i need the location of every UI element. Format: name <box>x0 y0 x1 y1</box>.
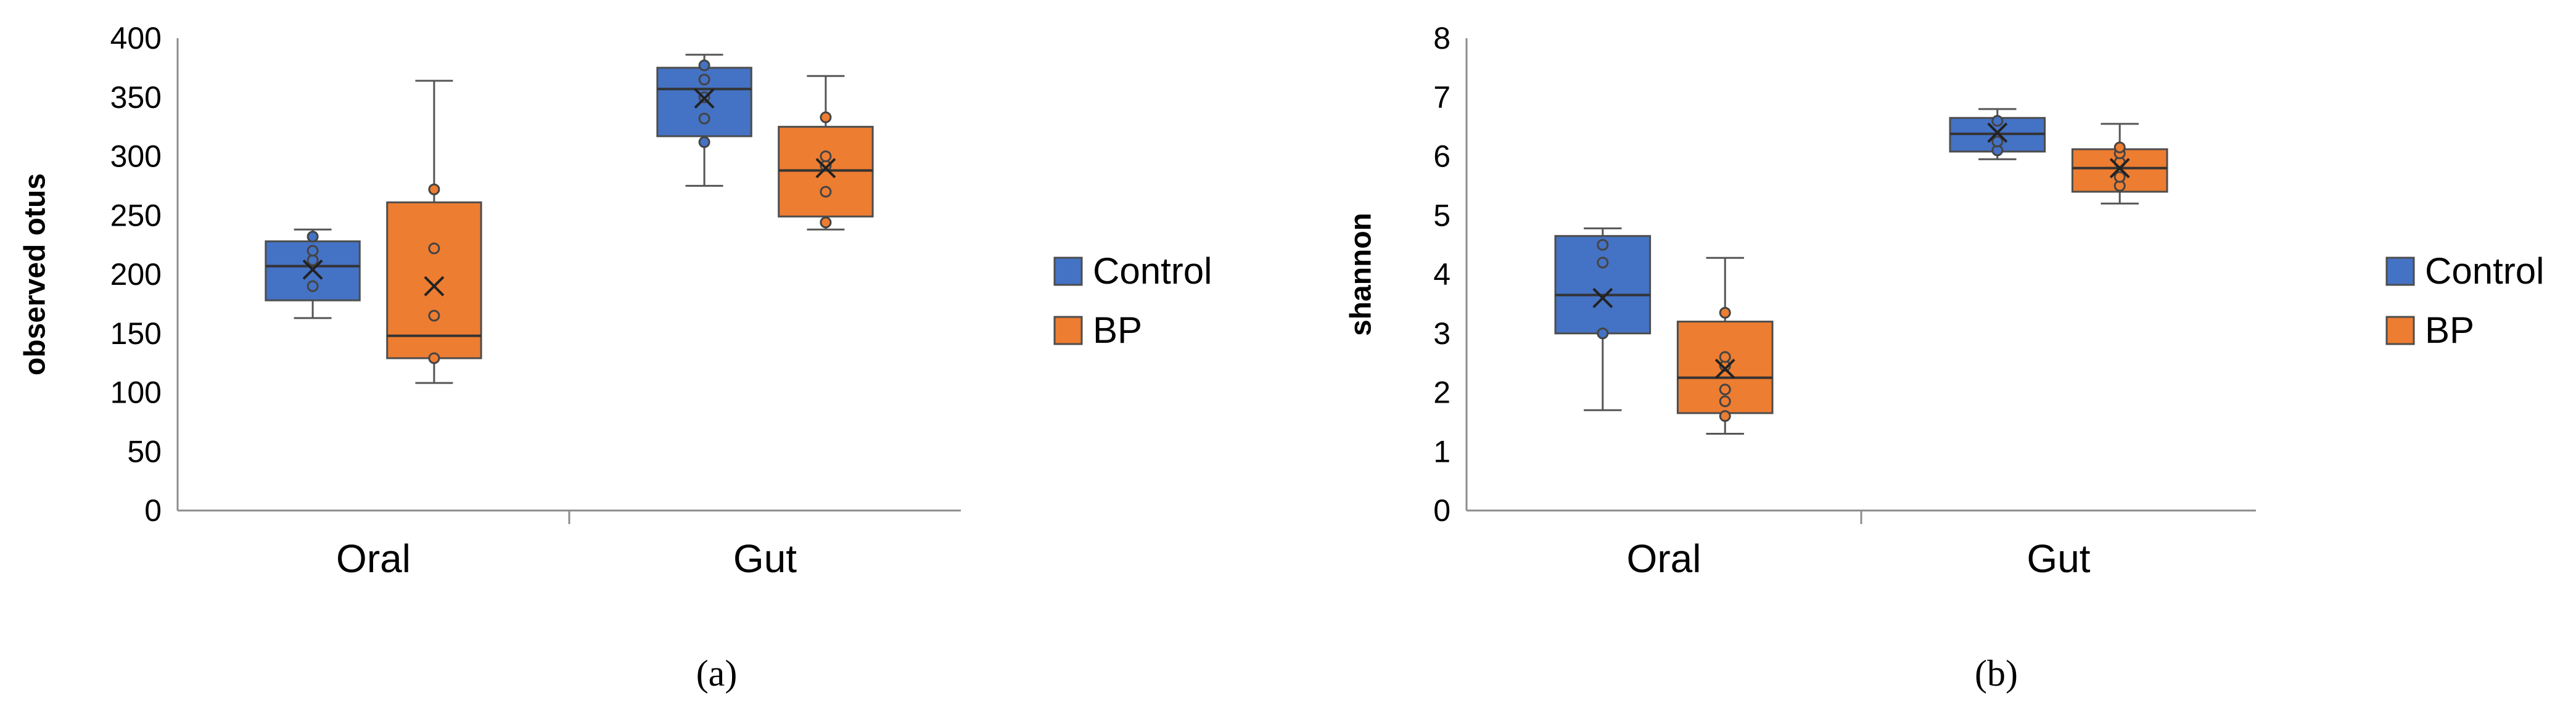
data-point <box>820 150 832 162</box>
y-tick-label: 50 <box>127 434 162 469</box>
chart-b-category-labels: Oral Gut <box>1627 536 2091 581</box>
box-bp-gut <box>778 75 874 231</box>
y-tick-label: 4 <box>1433 257 1451 292</box>
chart-a-category-labels: Oral Gut <box>336 536 797 581</box>
legend-label-control: Control <box>1093 250 1212 292</box>
box-bp-gut <box>2071 123 2168 205</box>
legend-label-bp: BP <box>1093 310 1142 351</box>
chart-b-boxes <box>1554 108 2168 435</box>
data-point <box>698 136 710 149</box>
y-tick-label: 5 <box>1433 198 1451 232</box>
y-tick-label: 8 <box>1433 21 1451 55</box>
y-tick-label: 400 <box>110 21 162 55</box>
chart-b-caption: (b) <box>1975 653 2018 694</box>
x-category-label: Gut <box>733 536 797 581</box>
data-point <box>1597 327 1609 340</box>
data-point <box>1597 256 1609 269</box>
mean-marker <box>1987 122 2008 143</box>
y-tick-label: 350 <box>110 80 162 115</box>
chart-b-y-axis-label: shannon <box>1345 213 1378 336</box>
legend-label-bp: BP <box>2425 310 2474 351</box>
y-tick-label: 100 <box>110 375 162 410</box>
data-point <box>1719 306 1731 319</box>
data-point <box>820 216 832 229</box>
data-point <box>698 73 710 86</box>
mean-marker <box>1714 358 1735 379</box>
data-point <box>1719 395 1731 408</box>
chart-a-legend: Control BP <box>1053 250 1212 351</box>
legend-swatch-control <box>2385 256 2415 286</box>
mean-marker <box>694 88 715 109</box>
data-point <box>820 111 832 123</box>
data-point <box>307 231 319 243</box>
data-point <box>1597 239 1609 251</box>
iqr-box <box>1554 235 1652 335</box>
y-tick-label: 300 <box>110 139 162 174</box>
chart-a-boxes <box>265 54 874 384</box>
chart-a-axes <box>176 38 961 524</box>
box-control-gut <box>656 54 752 187</box>
data-point <box>1719 410 1731 422</box>
data-point <box>428 310 440 322</box>
y-tick-label: 2 <box>1433 375 1451 410</box>
x-category-label: Gut <box>2027 536 2090 581</box>
y-tick-label: 6 <box>1433 139 1451 174</box>
mean-marker <box>1592 287 1613 308</box>
y-tick-label: 0 <box>144 493 162 528</box>
chart-b-axes <box>1465 38 2256 524</box>
data-point <box>1991 115 2004 127</box>
y-tick-label: 1 <box>1433 434 1451 469</box>
legend-swatch-control <box>1053 256 1083 286</box>
data-point <box>698 112 710 125</box>
legend-swatch-bp <box>2385 316 2415 345</box>
y-tick-label: 3 <box>1433 316 1451 351</box>
chart-a-y-axis-label: observed otus <box>19 173 52 375</box>
chart-b-legend: Control BP <box>2385 250 2544 351</box>
box-bp-oral <box>386 80 482 384</box>
y-tick-label: 0 <box>1433 493 1451 528</box>
mean-marker <box>815 158 836 179</box>
y-tick-label: 7 <box>1433 80 1451 115</box>
y-tick-label: 250 <box>110 198 162 232</box>
data-point <box>428 352 440 364</box>
chart-b: 0 1 2 3 4 5 6 7 8 shannon Oral Gut Control BP (b) <box>1345 21 2545 694</box>
y-tick-label: 150 <box>110 316 162 351</box>
chart-b-y-tick-labels: 0 1 2 3 4 5 6 7 8 <box>1433 21 1451 528</box>
box-bp-oral <box>1676 256 1774 435</box>
data-point <box>307 280 319 292</box>
mean-marker <box>424 276 445 297</box>
data-point <box>307 254 319 266</box>
data-point <box>307 245 319 257</box>
data-point <box>1991 136 2004 148</box>
box-control-gut <box>1949 108 2046 160</box>
y-tick-label: 200 <box>110 257 162 292</box>
legend-swatch-bp <box>1053 316 1083 345</box>
data-point <box>698 59 710 72</box>
data-point <box>2113 141 2126 154</box>
data-point <box>1719 351 1731 363</box>
iqr-box <box>386 201 482 359</box>
data-point <box>428 183 440 195</box>
mean-marker <box>302 259 323 280</box>
box-control-oral <box>1554 227 1652 411</box>
chart-a-caption: (a) <box>696 653 738 694</box>
data-point <box>2113 171 2126 183</box>
data-point <box>428 242 440 255</box>
x-category-label: Oral <box>336 536 411 581</box>
box-control-oral <box>265 228 361 319</box>
data-point <box>820 186 832 198</box>
chart-a: 0 50 100 150 200 250 300 350 400 observed otus O… <box>19 21 1212 694</box>
x-category-label: Oral <box>1627 536 1702 581</box>
mean-marker <box>2109 158 2130 179</box>
legend-label-control: Control <box>2425 250 2544 292</box>
chart-a-y-tick-labels: 0 50 100 150 200 250 300 350 400 <box>110 21 162 528</box>
data-point <box>1719 384 1731 396</box>
